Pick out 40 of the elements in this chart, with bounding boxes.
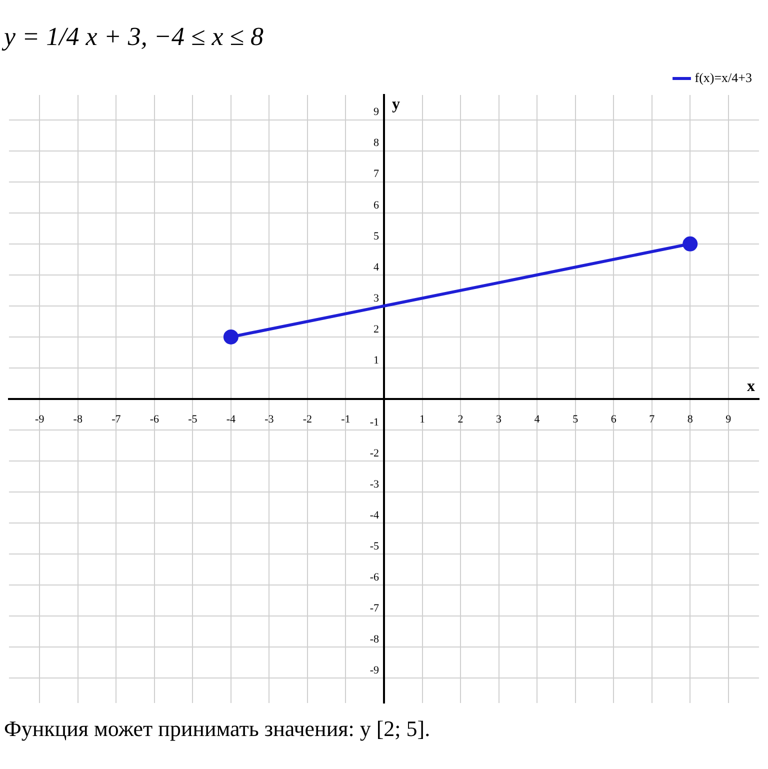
y-tick-label: -9 — [370, 664, 380, 677]
x-tick-label: 7 — [649, 413, 656, 426]
y-axis-title: y — [392, 96, 400, 114]
y-tick-label: 5 — [374, 230, 380, 242]
y-tick-label: -7 — [370, 602, 380, 615]
legend-label: f(x)=x/4+3 — [694, 70, 752, 85]
y-tick-label: -4 — [370, 509, 380, 522]
y-tick-label: -3 — [370, 478, 380, 490]
y-tick-label: -2 — [370, 447, 379, 460]
y-tick-label: -6 — [370, 572, 380, 584]
x-tick-label: -3 — [264, 413, 274, 426]
x-tick-label: -5 — [188, 413, 198, 426]
x-tick-label: -8 — [73, 413, 83, 426]
x-tick-label: 9 — [726, 413, 732, 426]
x-tick-label: -6 — [150, 413, 160, 426]
x-tick-label: -2 — [302, 413, 312, 426]
x-tick-label: 6 — [610, 413, 617, 426]
x-tick-label: -4 — [226, 413, 236, 426]
y-tick-label: 8 — [374, 137, 380, 150]
y-tick-label: 6 — [374, 199, 380, 212]
x-tick-label: -1 — [341, 413, 350, 426]
x-tick-label: -7 — [112, 413, 122, 426]
x-tick-label: 1 — [420, 413, 426, 426]
y-tick-label: -5 — [370, 540, 380, 552]
y-tick-label: 9 — [374, 106, 380, 118]
x-tick-label: -9 — [35, 413, 45, 426]
y-tick-label: 2 — [374, 323, 379, 336]
text: Функция может принимать значения: y [2; 5]. — [4, 716, 432, 742]
y-tick-label: -8 — [370, 634, 380, 646]
x-tick-label: 4 — [534, 413, 540, 426]
x-tick-label: 3 — [496, 413, 502, 426]
y-tick-label: 1 — [374, 354, 379, 366]
chart-title: y = 1/4 x + 3, −4 ≤ x ≤ 8 — [0, 21, 265, 53]
x-axis-title: x — [747, 378, 755, 396]
y-tick-label: 4 — [374, 261, 380, 274]
x-tick-label: 5 — [572, 413, 579, 426]
y-tick-label: 3 — [374, 292, 380, 304]
x-tick-label: 2 — [458, 413, 464, 426]
x-tick-label: 8 — [687, 413, 694, 426]
y-tick-label: 7 — [374, 168, 380, 180]
